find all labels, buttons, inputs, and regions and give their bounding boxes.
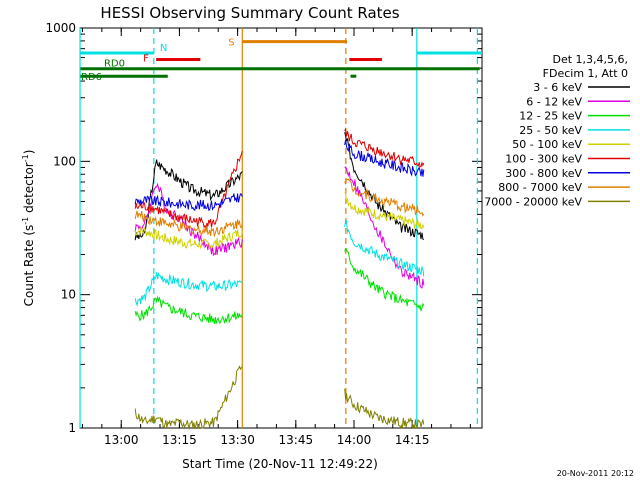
legend-header-line-1: Det 1,3,4,5,6, [552,53,628,66]
series-line [344,220,425,277]
state-label-f: F [143,54,149,65]
x-tick-label: 13:15 [162,433,197,447]
legend-label: 300 - 800 keV [505,167,582,180]
legend-label: 100 - 300 keV [505,153,582,166]
series-line [134,226,243,250]
series-line [344,139,425,177]
x-tick-label: 13:30 [220,433,255,447]
state-label-n: N [160,43,167,54]
y-tick-label: 10 [61,288,76,302]
series-line [134,272,243,308]
legend-label: 7000 - 20000 keV [484,195,582,208]
legend-header-line-2: FDecim 1, Att 0 [543,67,628,80]
y-axis-label-mid: detector [22,162,36,217]
y-axis-label-exp1: -1 [21,217,30,225]
legend: Det 1,3,4,5,6, FDecim 1, Att 0 3 - 6 keV… [484,53,630,208]
footer-timestamp: 20-Nov-2011 20:12 [557,469,634,478]
y-tick-label: 1000 [45,21,76,35]
x-axis-label: Start Time (20-Nov-11 12:49:22) [182,457,378,471]
series-line [134,150,243,230]
x-tick-label: 13:00 [104,433,139,447]
series-line [134,295,243,325]
legend-label: 6 - 12 keV [526,95,582,108]
x-tick-label: 14:15 [395,433,430,447]
series-line [134,159,243,241]
series-line [344,166,425,289]
y-axis-label-prefix: Count Rate (s [22,225,36,307]
series-line [344,247,425,312]
chart-title: HESSI Observing Summary Count Rates [100,4,399,22]
series-line [344,127,425,168]
state-label-rd6: RD6 [81,72,102,83]
legend-label: 50 - 100 keV [512,138,582,151]
y-axis-label-exp2: -1 [21,154,30,162]
legend-label: 12 - 25 keV [519,110,582,123]
state-label-rd0: RD0 [104,59,125,70]
legend-label: 25 - 50 keV [519,124,582,137]
y-tick-label: 1 [68,421,76,435]
data-series [134,127,425,430]
series-line [134,210,243,238]
legend-label: 800 - 7000 keV [498,181,582,194]
series-line [134,193,243,212]
legend-label: 3 - 6 keV [533,81,582,94]
x-tick-label: 14:00 [337,433,372,447]
state-label-s: S [228,38,234,49]
series-line [134,365,243,430]
series-line [344,388,425,429]
series-line [344,178,425,217]
y-tick-label: 100 [53,154,76,168]
y-axis-label-suffix: ) [22,150,36,155]
y-axis-label: Count Rate (s-1 detector-1) [21,150,36,307]
axes: 13:00 13:15 13:30 13:45 14:00 14:15 1 10 100 1000 [45,21,483,447]
event-lines [79,28,478,428]
series-line [344,192,425,230]
x-tick-label: 13:45 [279,433,314,447]
